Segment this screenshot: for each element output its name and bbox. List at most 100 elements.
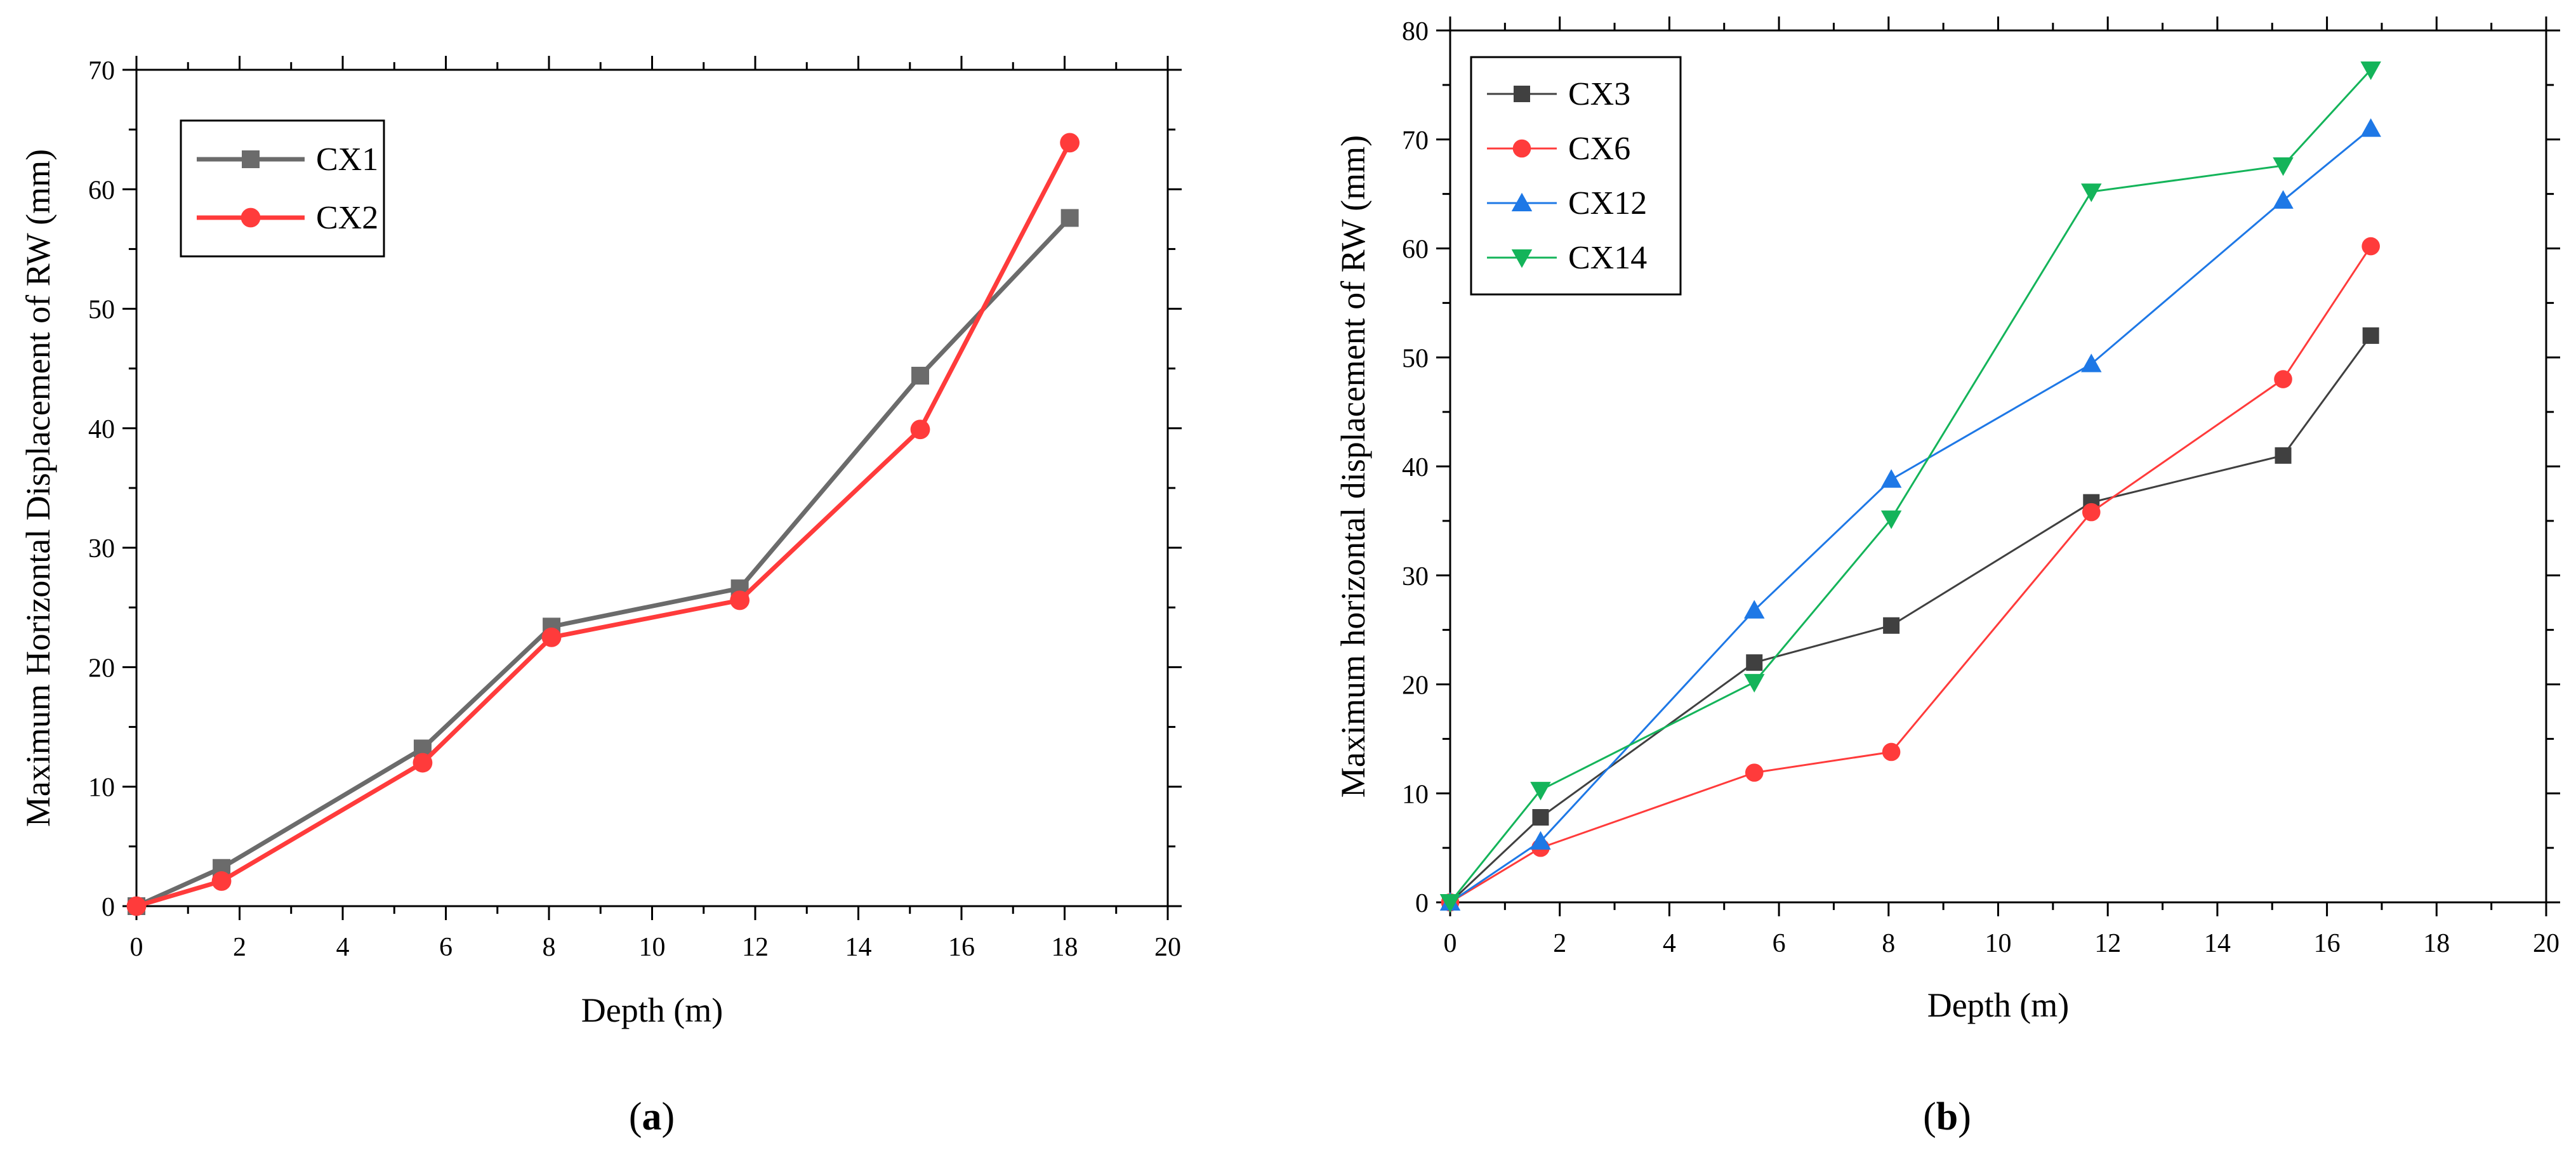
x-tick-label: 16: [948, 933, 975, 962]
x-tick-label: 20: [1154, 933, 1181, 962]
data-point: [730, 590, 750, 610]
data-point: [541, 627, 562, 647]
x-tick-label: 10: [1985, 929, 2012, 958]
y-axis-title: Maximum horizontal displacement of RW (m…: [1334, 135, 1372, 798]
x-tick-label: 18: [1052, 933, 1078, 962]
legend-marker: [241, 208, 261, 228]
data-point: [2361, 237, 2380, 256]
y-tick-label: 60: [1402, 235, 1429, 265]
series-line: [135, 216, 1072, 909]
x-axis-title: Depth (m): [1927, 986, 2069, 1024]
y-tick-label: 50: [88, 296, 115, 325]
legend-label: CX14: [1568, 240, 1647, 276]
panel-label-close: ): [662, 1095, 675, 1138]
y-tick-label: 0: [102, 893, 115, 922]
data-point: [1530, 782, 1551, 801]
y-tick-label: 60: [88, 176, 115, 205]
x-tick-label: 18: [2423, 929, 2450, 958]
series-cx14: [1439, 61, 2381, 913]
data-point: [1530, 831, 1551, 850]
x-tick-label: 0: [1444, 929, 1457, 958]
y-tick-label: 40: [1402, 453, 1429, 482]
data-point: [1745, 763, 1764, 782]
x-tick-label: 4: [1663, 929, 1676, 958]
series-cx1: [128, 209, 1079, 915]
x-tick-label: 6: [439, 933, 452, 962]
chart-panel-b: 0 2 4 6 8 10 12 14 16 18 20 0 10 20 30 40 50 60 70 80 Depth …: [1334, 16, 2560, 1024]
legend: CX1 CX2: [180, 119, 385, 258]
panel-label-letter: b: [1936, 1095, 1958, 1138]
x-tick-label: 12: [742, 933, 769, 962]
data-point: [1532, 809, 1549, 826]
data-point: [1060, 209, 1079, 227]
legend-marker: [242, 150, 260, 168]
y-tick-label: 30: [1402, 562, 1429, 591]
x-tick-label: 4: [336, 933, 350, 962]
legend-marker: [1512, 139, 1531, 158]
y-tick-label: 70: [88, 56, 115, 86]
data-point: [1882, 742, 1901, 761]
y-tick-label: 0: [1415, 889, 1429, 918]
legend-marker: [1514, 86, 1530, 102]
y-tick-label: 40: [88, 415, 115, 444]
data-point: [1743, 600, 1765, 619]
data-point: [1880, 510, 1902, 529]
series-cx3: [1442, 327, 2379, 911]
data-point: [211, 871, 232, 891]
x-axis-title: Depth (m): [581, 991, 723, 1029]
legend: CX3 CX6 CX12 CX14: [1470, 56, 1682, 296]
y-tick-label: 80: [1402, 17, 1429, 46]
data-point: [910, 419, 930, 440]
series-line: [1449, 335, 2372, 904]
data-point: [1746, 654, 1763, 671]
series-cx2: [126, 133, 1080, 916]
x-tick-label: 6: [1773, 929, 1786, 958]
legend-marker: [1511, 249, 1533, 268]
y-tick-label: 20: [88, 654, 115, 683]
data-point: [1060, 133, 1080, 153]
panel-label-close: ): [1958, 1095, 1971, 1138]
legend-marker: [1511, 192, 1533, 211]
y-tick-label: 10: [88, 774, 115, 803]
series-cx6: [1441, 237, 2380, 912]
x-tick-label: 20: [2533, 929, 2559, 958]
y-axis-title: Maximum Horizontal Displacement of RW (m…: [19, 149, 57, 827]
data-point: [2274, 370, 2292, 388]
legend-label: CX12: [1568, 185, 1647, 221]
x-tick-label: 8: [1882, 929, 1895, 958]
x-tick-label: 2: [233, 933, 246, 962]
data-point: [2082, 503, 2101, 522]
data-point: [126, 896, 147, 916]
panel-label-letter: a: [642, 1095, 662, 1138]
chart-panel-a: 0 2 4 6 8 10 12 14 16 18 20 0 10 20 30 40 50 60 70 Depth (m…: [19, 56, 1182, 1029]
y-tick-label: 70: [1402, 126, 1429, 155]
legend-label: CX6: [1568, 131, 1630, 167]
panel-label: (a): [629, 1095, 675, 1138]
y-tick-label: 50: [1402, 344, 1429, 373]
data-point: [911, 367, 929, 385]
x-tick-label: 14: [845, 933, 872, 962]
x-tick-label: 8: [543, 933, 556, 962]
x-tick-label: 10: [639, 933, 666, 962]
legend-label: CX3: [1568, 76, 1630, 112]
data-point: [2275, 447, 2292, 464]
legend-box: [1470, 56, 1682, 296]
data-point: [2081, 183, 2102, 202]
data-point: [2273, 157, 2294, 176]
panel-label-open: (: [629, 1095, 642, 1138]
series-line: [1450, 246, 2372, 904]
data-point: [2360, 61, 2381, 81]
y-tick-label: 10: [1402, 780, 1429, 809]
data-point: [1883, 617, 1900, 634]
data-point: [2362, 327, 2379, 344]
legend-box: [180, 119, 385, 258]
x-tick-label: 0: [130, 933, 143, 962]
data-point: [413, 753, 433, 773]
data-point: [1743, 674, 1765, 693]
data-point: [2081, 353, 2102, 372]
data-point: [1439, 894, 1461, 913]
data-point: [2360, 118, 2381, 137]
x-tick-label: 12: [2094, 929, 2121, 958]
legend-label: CX2: [316, 200, 378, 236]
x-tick-label: 14: [2204, 929, 2231, 958]
